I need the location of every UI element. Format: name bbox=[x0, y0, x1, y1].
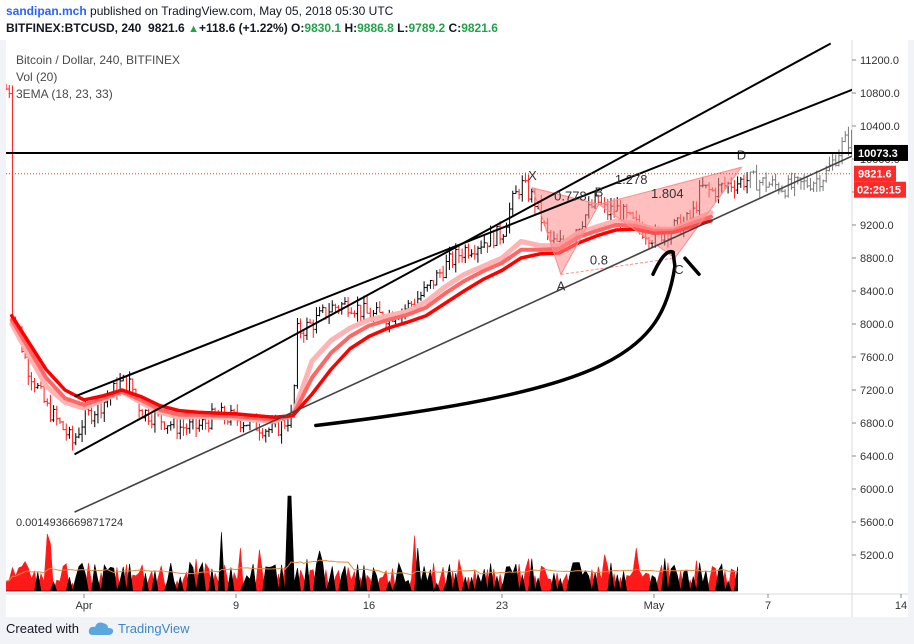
high-value: 9886.8 bbox=[357, 21, 394, 35]
drawn-curve bbox=[314, 250, 677, 428]
change-value: +118.6 (+1.22%) bbox=[198, 21, 288, 35]
chart-legend: Bitcoin / Dollar, 240, BITFINEX Vol (20)… bbox=[16, 52, 180, 103]
pattern-ratio-label: 0.8 bbox=[590, 253, 608, 268]
price-tick-label: 6800.0 bbox=[860, 418, 894, 430]
tradingview-link[interactable]: TradingView bbox=[118, 621, 190, 636]
trend-channel-line bbox=[74, 88, 852, 398]
chart-background bbox=[6, 40, 908, 617]
price-tick-label: 6400.0 bbox=[860, 451, 894, 463]
time-tick-label: May bbox=[644, 600, 665, 612]
cloud-icon bbox=[88, 622, 114, 635]
low-label: L: bbox=[397, 21, 409, 35]
price-tick-label: 10800.0 bbox=[860, 88, 900, 100]
price-tick-label: 9200.0 bbox=[860, 220, 894, 232]
pattern-point-label: X bbox=[528, 168, 537, 183]
price-tick-label: 10400.0 bbox=[860, 121, 900, 133]
author-link[interactable]: sandipan.mch bbox=[6, 4, 87, 18]
legend-title: Bitcoin / Dollar, 240, BITFINEX bbox=[16, 53, 181, 67]
pattern-ratio-label: 0.778 bbox=[554, 188, 587, 203]
chart-area[interactable]: 5200.0 5600.0 6000.0 6400.0 6800.0 7200.0 7600… bbox=[6, 40, 908, 617]
price-tick-label: 11200.0 bbox=[860, 55, 899, 67]
harmonic-ac-line bbox=[560, 257, 675, 275]
pattern-point-label: A bbox=[557, 279, 566, 294]
volume-ma-line bbox=[6, 559, 738, 582]
level-price-tag-label: 10073.3 bbox=[858, 148, 898, 160]
countdown-tag bbox=[854, 181, 906, 198]
price-tick-label: 7200.0 bbox=[860, 385, 894, 397]
last-price-tag bbox=[854, 165, 896, 182]
symbol-label: BITFINEX:BTCUSD, 240 bbox=[6, 21, 142, 35]
price-chart[interactable]: 5200.0 5600.0 6000.0 6400.0 6800.0 7200.0 7600… bbox=[6, 40, 908, 617]
volume-value-label: 0.0014936669871724 bbox=[16, 517, 123, 529]
price-tick-label: 6000.0 bbox=[860, 484, 894, 496]
legend-ema: 3EMA (18, 23, 33) bbox=[16, 87, 113, 101]
plot-layer bbox=[6, 42, 852, 513]
open-value: 9830.1 bbox=[304, 21, 342, 35]
price-tick-label: 8800.0 bbox=[860, 253, 894, 265]
trend-channel-line bbox=[74, 42, 832, 456]
harmonic-triangle-bcd bbox=[597, 166, 743, 259]
volume-bull-area bbox=[6, 495, 738, 593]
volume-layer bbox=[6, 495, 738, 593]
high-label: H: bbox=[344, 21, 358, 35]
price-tick-label: 5600.0 bbox=[860, 517, 894, 529]
harmonic-xb-line bbox=[532, 187, 600, 205]
close-label: C: bbox=[448, 21, 462, 35]
price-tick-label: 8000.0 bbox=[860, 319, 894, 331]
pattern-point-label: C bbox=[674, 262, 683, 277]
ema-line bbox=[9, 210, 714, 424]
symbol-line: BITFINEX:BTCUSD, 240 9821.6 ▲+118.6 (+1.… bbox=[6, 21, 498, 35]
time-tick-label: 14 bbox=[895, 600, 907, 612]
time-tick-label: 23 bbox=[496, 600, 508, 612]
legend-volume: Vol (20) bbox=[16, 70, 58, 84]
drawn-curve-left-stroke bbox=[651, 249, 675, 276]
time-tick-label: 9 bbox=[233, 600, 239, 612]
pattern-point-label: D bbox=[737, 147, 746, 162]
level-price-tag bbox=[854, 144, 908, 161]
up-triangle-icon: ▲ bbox=[188, 23, 199, 35]
countdown-tag-label: 02:29:15 bbox=[857, 185, 901, 197]
footer: Created with TradingView bbox=[0, 617, 914, 644]
pattern-ratio-label: 1.804 bbox=[651, 186, 684, 201]
publish-line: sandipan.mch published on TradingView.co… bbox=[6, 4, 393, 18]
header-bar: sandipan.mch published on TradingView.co… bbox=[0, 0, 914, 40]
ema-line bbox=[10, 219, 713, 419]
time-tick-label: Apr bbox=[75, 600, 92, 612]
time-tick-label: 7 bbox=[765, 600, 771, 612]
trend-channel-line bbox=[74, 155, 852, 513]
price-tick-label: 5200.0 bbox=[860, 550, 894, 562]
open-label: O: bbox=[291, 21, 305, 35]
last-price: 9821.6 bbox=[148, 21, 185, 35]
close-value: 9821.6 bbox=[461, 21, 498, 35]
drawn-curve-right-stroke bbox=[683, 256, 701, 276]
created-with-label: Created with bbox=[6, 621, 79, 636]
time-tick-label: 16 bbox=[363, 600, 375, 612]
ema-line bbox=[9, 214, 713, 422]
price-tick-label: 7600.0 bbox=[860, 352, 894, 364]
low-value: 9789.2 bbox=[408, 21, 446, 35]
price-tick-label: 8400.0 bbox=[860, 286, 894, 298]
pattern-ratio-label: 1.278 bbox=[615, 172, 648, 187]
pattern-point-label: B bbox=[595, 184, 604, 199]
last-price-tag-label: 9821.6 bbox=[858, 169, 892, 181]
publish-info: published on TradingView.com, May 05, 20… bbox=[90, 4, 394, 18]
